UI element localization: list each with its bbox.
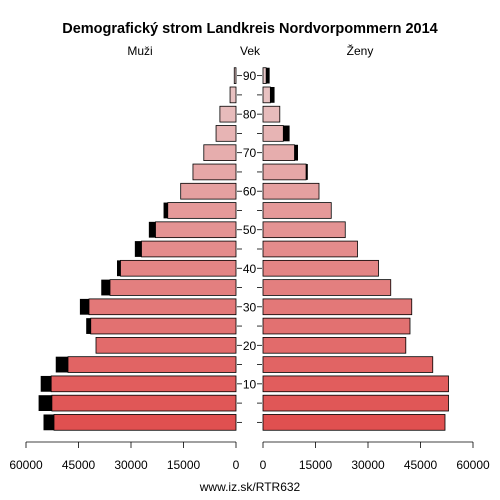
age-tick-label-20: 20 <box>243 339 257 353</box>
age-tick-label-50: 50 <box>243 223 257 237</box>
bar-male-5-9 <box>51 394 237 412</box>
bar-male-65-69 <box>192 163 237 181</box>
age-tick-label-70: 70 <box>243 146 257 160</box>
excess-male-25-29 <box>86 318 91 334</box>
bar-female-5-9 <box>262 394 449 412</box>
excess-male-55-59 <box>163 202 168 219</box>
excess-male-35-39 <box>101 279 110 296</box>
x-tick-label-left-3: 15000 <box>167 458 201 472</box>
plot-area: 10 20 30 40 50 60 70 80 90 60000 45000 30000 15000 0 0… <box>9 67 490 472</box>
x-tick-label-left-4: 0 <box>233 458 240 472</box>
bar-female-80-84 <box>262 105 281 123</box>
x-tick-label-left-1: 45000 <box>62 458 96 472</box>
bar-female-65-69 <box>262 163 307 181</box>
bar-female-85-89 <box>262 86 271 104</box>
bar-male-25-29 <box>90 317 237 335</box>
bar-male-90+ <box>233 67 237 84</box>
bar-female-75-79 <box>262 125 284 142</box>
bar-male-85-89 <box>229 86 237 104</box>
age-tick-label-40: 40 <box>243 262 257 276</box>
excess-male-30-34 <box>79 298 89 315</box>
age-tick-label-10: 10 <box>243 377 257 391</box>
bar-female-20-24 <box>262 337 407 354</box>
bar-female-50-54 <box>262 221 346 239</box>
bar-female-15-19 <box>262 356 434 373</box>
x-tick-label-right-3: 45000 <box>404 458 438 472</box>
bar-male-10-14 <box>50 375 237 393</box>
bar-male-80-84 <box>219 105 237 123</box>
bar-male-50-54 <box>155 221 237 239</box>
bar-female-70-74 <box>262 144 295 161</box>
excess-female-90+ <box>266 67 270 84</box>
age-tick-label-80: 80 <box>243 108 257 122</box>
excess-female-75-79 <box>283 125 290 142</box>
bar-male-55-59 <box>167 202 237 219</box>
x-tick-label-right-2: 30000 <box>351 458 385 472</box>
bar-male-45-49 <box>141 240 237 258</box>
excess-female-70-74 <box>294 144 298 161</box>
x-tick-label-left-2: 30000 <box>114 458 148 472</box>
x-tick-label-left-0: 60000 <box>9 458 43 472</box>
bar-female-0-4 <box>262 414 446 431</box>
bar-male-20-24 <box>95 337 237 354</box>
chart-title: Demografický strom Landkreis Nordvorpomm… <box>62 21 438 37</box>
x-tick-label-right-4: 60000 <box>456 458 490 472</box>
bar-male-70-74 <box>203 144 237 161</box>
right-series-label: Ženy <box>347 43 374 58</box>
bar-female-60-64 <box>262 182 320 200</box>
bar-female-45-49 <box>262 240 358 258</box>
age-tick-label-60: 60 <box>243 185 257 199</box>
age-tick-label-90: 90 <box>243 69 257 83</box>
bar-male-75-79 <box>215 125 237 142</box>
excess-male-45-49 <box>134 241 142 257</box>
bar-male-0-4 <box>53 414 237 431</box>
source-url: www.iz.sk/RTR632 <box>199 480 301 494</box>
bar-female-90+ <box>262 67 267 84</box>
bar-male-15-19 <box>67 356 237 373</box>
x-tick-label-right-0: 0 <box>260 458 267 472</box>
bar-male-30-34 <box>88 298 237 316</box>
bar-female-10-14 <box>262 375 449 393</box>
center-axis-label: Vek <box>240 44 261 58</box>
excess-female-85-89 <box>270 86 275 103</box>
excess-male-50-54 <box>148 221 156 238</box>
bar-female-25-29 <box>262 317 411 335</box>
left-series-label: Muži <box>127 44 152 58</box>
bar-male-40-44 <box>120 259 237 277</box>
excess-male-5-9 <box>38 395 52 412</box>
bar-female-35-39 <box>262 279 392 296</box>
excess-female-65-69 <box>306 164 308 180</box>
excess-male-40-44 <box>117 260 121 277</box>
x-tick-label-right-1: 15000 <box>299 458 333 472</box>
excess-male-10-14 <box>40 375 52 392</box>
excess-male-0-4 <box>43 414 54 431</box>
excess-male-15-19 <box>55 356 68 373</box>
bar-female-30-34 <box>262 298 413 316</box>
bar-male-60-64 <box>180 182 237 200</box>
bar-female-40-44 <box>262 259 379 277</box>
bar-male-35-39 <box>109 279 237 296</box>
age-tick-label-30: 30 <box>243 300 257 314</box>
bar-female-55-59 <box>262 202 332 219</box>
